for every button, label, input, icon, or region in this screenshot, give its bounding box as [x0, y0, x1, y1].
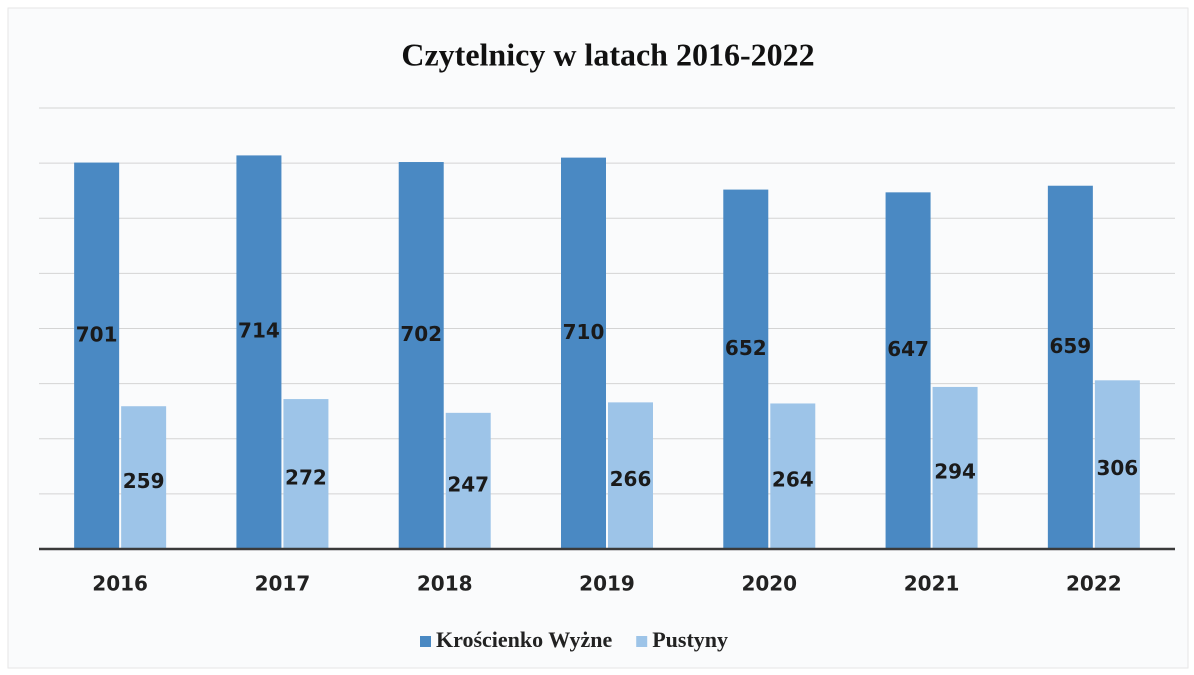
bar: [723, 189, 769, 549]
bar: [932, 386, 978, 549]
bar: [398, 162, 444, 549]
value-label: 702: [400, 322, 442, 346]
bar: [608, 402, 653, 549]
value-label: 701: [76, 322, 118, 346]
legend-label: Pustyny: [652, 627, 728, 652]
legend-label: Krościenko Wyżne: [436, 627, 612, 652]
value-label: 659: [1049, 334, 1091, 358]
bar: [121, 406, 167, 549]
value-label: 710: [563, 320, 605, 344]
value-label: 247: [447, 472, 489, 496]
value-label: 647: [887, 337, 929, 361]
x-tick-label: 2021: [904, 572, 960, 596]
bar: [445, 412, 491, 549]
value-label: 652: [725, 336, 767, 360]
x-tick-label: 2016: [92, 572, 148, 596]
x-tick-label: 2019: [579, 572, 635, 596]
value-label: 259: [123, 469, 165, 493]
bar: [561, 157, 606, 550]
bar: [770, 403, 816, 549]
value-label: 272: [285, 466, 327, 490]
bar: [283, 399, 329, 549]
bar: [236, 155, 282, 549]
legend-swatch: [636, 636, 648, 647]
x-tick-label: 2020: [741, 572, 797, 596]
legend-swatch: [420, 636, 431, 647]
chart-title: Czytelnicy w latach 2016-2022: [401, 36, 814, 72]
value-label: 306: [1096, 456, 1138, 480]
x-tick-label: 2022: [1066, 572, 1122, 596]
value-label: 264: [772, 468, 814, 492]
value-label: 294: [934, 459, 976, 483]
x-tick-label: 2017: [255, 572, 311, 596]
bar: [1094, 380, 1140, 549]
x-tick-label: 2018: [417, 572, 473, 596]
bar: [74, 162, 120, 550]
bar: [885, 192, 931, 549]
value-label: 714: [238, 319, 280, 343]
value-label: 266: [610, 467, 652, 491]
bar: [1047, 185, 1093, 549]
